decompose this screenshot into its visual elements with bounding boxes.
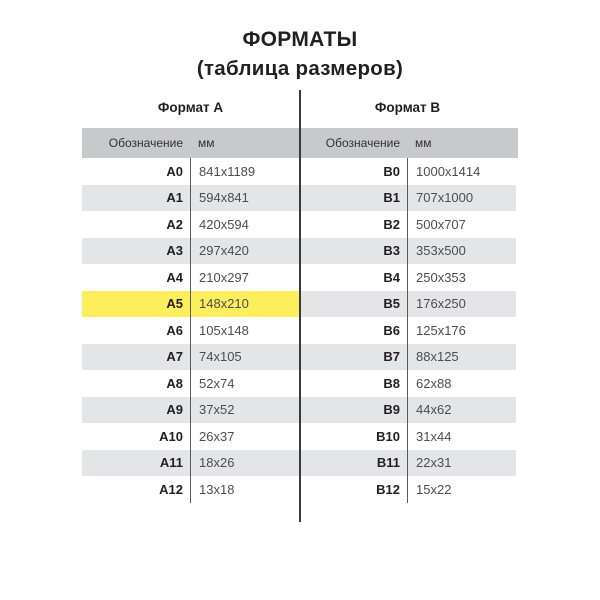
column-header-code-b: Обозначение (325, 136, 400, 150)
cell-format-code: A11 (159, 455, 183, 471)
cell-format-size: 105x148 (199, 322, 249, 338)
table-row: A1 594x841 B1 707x1000 (82, 184, 518, 211)
cell-format-code: B0 (383, 163, 400, 179)
cell-format-code: B3 (383, 243, 400, 259)
column-header-mm-b: мм (415, 136, 432, 150)
cell-format-size: 210x297 (199, 269, 249, 285)
cell-format-size: 500x707 (416, 216, 466, 232)
cell-format-size: 841x1189 (199, 163, 256, 179)
cell-format-size: 707x1000 (416, 190, 474, 206)
cell-format-size: 148x210 (199, 296, 249, 312)
cell-format-size: 176x250 (416, 296, 466, 312)
cell-format-code: B10 (376, 428, 400, 444)
cell-format-code: A1 (166, 190, 183, 206)
table-group-header-row: Формат А Формат В (82, 90, 518, 128)
cell-format-size: 22x31 (416, 455, 452, 471)
column-header-code-a: Обозначение (108, 136, 183, 150)
cell-format-size: 44x62 (416, 402, 452, 418)
cell-format-code: A10 (159, 428, 183, 444)
cell-format-size: 125x176 (416, 322, 466, 338)
cell-format-code: B7 (383, 349, 400, 365)
cell-format-size: 88x125 (416, 349, 459, 365)
title-primary: ФОРМАТЫ (242, 28, 358, 51)
cell-format-code: B6 (383, 322, 400, 338)
cell-format-size: 250x353 (416, 269, 466, 285)
column-divider-a (190, 158, 191, 503)
cell-format-code: A9 (166, 402, 183, 418)
column-header-mm-a: мм (198, 136, 215, 150)
page-title: ФОРМАТЫ (таблица размеров) (0, 25, 600, 83)
cell-format-size: 353x500 (416, 243, 466, 259)
cell-format-size: 26x37 (199, 428, 235, 444)
cell-format-code: B12 (376, 481, 400, 497)
table-body: A0 841x1189 B0 1000x1414 A1 594x841 B1 707x1000… (82, 158, 518, 503)
cell-format-size: 31x44 (416, 428, 452, 444)
cell-format-size: 594x841 (199, 190, 249, 206)
cell-format-code: A8 (166, 375, 183, 391)
cell-format-code: B4 (383, 269, 400, 285)
cell-format-size: 18x26 (199, 455, 235, 471)
cell-format-code: B2 (383, 216, 400, 232)
cell-format-size: 15x22 (416, 481, 452, 497)
cell-format-code: B8 (383, 375, 400, 391)
cell-format-code: A6 (166, 322, 183, 338)
title-secondary: (таблица размеров) (196, 57, 404, 80)
cell-format-size: 420x594 (199, 216, 249, 232)
column-divider-b (407, 158, 408, 503)
cell-format-code: B5 (383, 296, 400, 312)
cell-format-code: A2 (166, 216, 183, 232)
cell-format-size: 74x105 (199, 349, 242, 365)
cell-format-size: 297x420 (199, 243, 249, 259)
cell-format-code: B9 (383, 402, 400, 418)
group-header-label: Формат А (157, 99, 224, 115)
group-header-label: Формат В (374, 99, 441, 115)
cell-format-code: B1 (383, 190, 400, 206)
group-header-format-a: Формат А (82, 90, 299, 128)
cell-format-code: A12 (159, 481, 183, 497)
cell-format-size: 37x52 (199, 402, 235, 418)
cell-format-code: A4 (166, 269, 183, 285)
cell-format-size: 52x74 (199, 375, 235, 391)
cell-format-code: B11 (376, 455, 400, 471)
cell-format-code: A5 (166, 296, 183, 312)
cell-format-size: 1000x1414 (416, 163, 481, 179)
center-divider (299, 90, 301, 522)
cell-format-code: A0 (166, 163, 183, 179)
subheader-side-b: Обозначение мм (299, 128, 516, 158)
cell-format-size: 13x18 (199, 481, 235, 497)
cell-format-code: A7 (166, 349, 183, 365)
group-header-format-b: Формат В (299, 90, 516, 128)
cell-format-size: 62x88 (416, 375, 452, 391)
cell-format-code: A3 (166, 243, 183, 259)
formats-table: Формат А Формат В Обозначение мм Обознач… (82, 90, 518, 522)
subheader-side-a: Обозначение мм (82, 128, 299, 158)
